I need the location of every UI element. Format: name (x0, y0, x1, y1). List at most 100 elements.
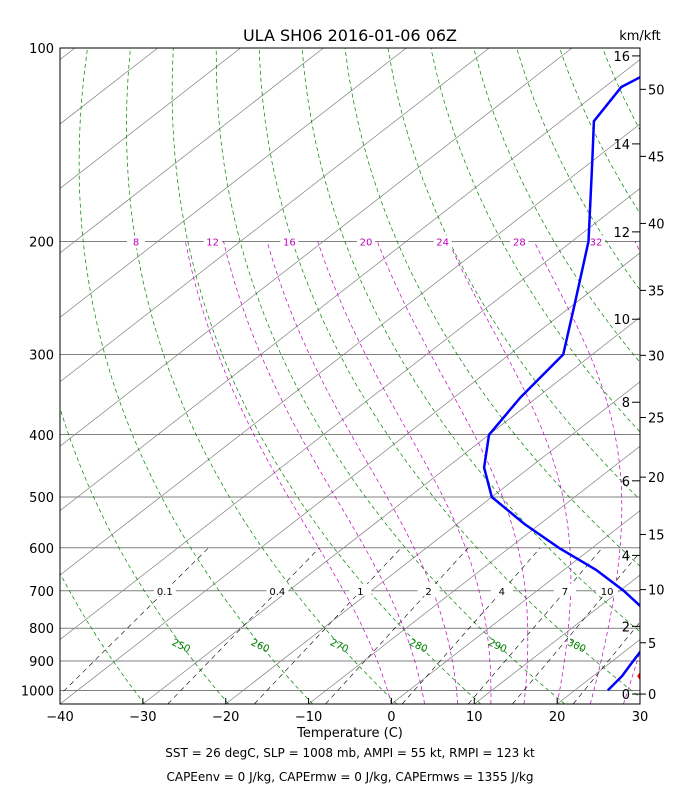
dewpoint-profile-line (482, 75, 640, 692)
mixing-ratio-label: 0.1 (157, 587, 173, 598)
moist-adiabat-label-bg (433, 235, 452, 249)
isotherm-line (474, 574, 640, 704)
isotherm-line (639, 703, 640, 704)
dry-adiabat-line (688, 48, 700, 704)
moist-adiabat-label-bg (203, 235, 222, 249)
km-tick-label: 12 (613, 226, 630, 241)
km-tick-label: 2 (622, 620, 630, 635)
moist-adiabat-line (533, 241, 623, 704)
mixing-ratio-line (401, 547, 541, 704)
dry-adiabat-label: 250 (170, 637, 192, 655)
isotherm-line (60, 188, 640, 640)
pressure-tick-label: 100 (29, 42, 54, 57)
dry-adiabat-line (301, 48, 640, 633)
dry-adiabat-line (78, 48, 313, 704)
x-tick-label: 10 (466, 710, 483, 725)
isotherm-line (60, 123, 640, 576)
moist-adiabat-label: 32 (590, 237, 603, 248)
moist-adiabat-label-bg (587, 235, 605, 249)
moist-adiabat-line (185, 241, 392, 704)
x-tick-label: −30 (129, 710, 156, 725)
moist-adiabat-line (448, 241, 572, 704)
pressure-tick-label: 700 (29, 585, 54, 600)
mixing-ratio-label: 7 (562, 587, 568, 598)
isotherm-line (60, 48, 407, 318)
kft-tick-label: 50 (648, 83, 665, 98)
dry-adiabat-line (473, 48, 640, 363)
mixing-ratio-line (60, 547, 209, 696)
mixing-ratio-label: 0.4 (269, 587, 285, 598)
moist-adiabat-label: 28 (513, 237, 526, 248)
mixing-ratio-line (167, 547, 320, 704)
mixing-ratio-label-bg (153, 583, 176, 596)
km-tick-label: 8 (622, 396, 630, 411)
mixing-ratio-label: 10 (601, 587, 614, 598)
pressure-tick-label: 400 (29, 429, 54, 444)
isotherm-line (60, 252, 640, 704)
km-tick-label: 16 (613, 50, 630, 65)
mixing-ratio-line (468, 547, 603, 704)
kft-tick-label: 35 (648, 284, 665, 299)
km-tick-label: 14 (613, 138, 630, 153)
plot-frame (59, 47, 641, 705)
x-axis-label: Temperature (C) (296, 726, 403, 741)
km-tick-label: 0 (622, 688, 630, 703)
isotherm-line (60, 48, 324, 254)
dry-adiabat-line (60, 702, 61, 704)
x-tick-label: −40 (46, 710, 73, 725)
moist-adiabat-label-bg (280, 235, 299, 249)
dry-adiabat-line (344, 48, 640, 567)
moist-adiabat-line (266, 241, 459, 704)
dry-adiabat-label: 260 (249, 637, 271, 655)
sounding-series (482, 75, 640, 692)
kft-tick-label: 25 (648, 411, 665, 426)
dry-adiabat-line (60, 406, 229, 704)
kft-tick-label: 40 (648, 217, 665, 232)
pressure-tick-label: 200 (29, 235, 54, 250)
mixing-ratio-label-bg (490, 583, 513, 596)
moist-adiabat-label: 16 (283, 237, 296, 248)
x-tick-label: 20 (549, 710, 566, 725)
pressure-tick-label: 600 (29, 542, 54, 557)
dry-adiabat-line (516, 48, 640, 291)
dry-adiabat-line (60, 572, 145, 704)
moist-adiabat-line (690, 241, 700, 704)
x-tick-label: 30 (632, 710, 649, 725)
isotherm-line (60, 48, 241, 189)
dry-adiabat-label: 280 (407, 637, 429, 655)
dry-adiabat-line (215, 48, 566, 704)
kft-tick-label: 5 (648, 637, 656, 652)
isotherm-line (60, 48, 76, 60)
moist-adiabat-label-bg (357, 235, 375, 249)
dry-adiabat-line (171, 48, 482, 704)
mixing-ratio-line (512, 551, 640, 704)
altitude-units-label: km/kft (619, 29, 661, 44)
pressure-tick-label: 900 (29, 655, 54, 670)
pressure-tick-label: 1000 (21, 684, 54, 699)
mixing-ratio-label-bg (349, 583, 372, 596)
mixing-ratio-label: 4 (499, 587, 505, 598)
pressure-tick-label: 500 (29, 491, 54, 506)
kft-tick-label: 45 (648, 150, 665, 165)
moist-adiabat-line (623, 241, 640, 704)
mixing-ratio-line (254, 547, 402, 704)
x-tick-label: 0 (387, 710, 395, 725)
pressure-tick-label: 800 (29, 622, 54, 637)
moist-adiabat-label: 8 (133, 237, 139, 248)
moist-adiabat-line (317, 241, 492, 704)
moist-adiabat-label: 20 (360, 237, 373, 248)
isotherm-line (391, 510, 640, 704)
footer-line-1: SST = 26 degC, SLP = 1008 mb, AMPI = 55 … (165, 746, 535, 760)
moist-adiabat-label-bg (510, 235, 529, 249)
mixing-ratio-label-bg (596, 583, 619, 596)
x-tick-label: −20 (212, 710, 239, 725)
kft-tick-label: 10 (648, 584, 665, 599)
chart-title: ULA SH06 2016-01-06 06Z (243, 26, 457, 45)
kft-tick-label: 0 (648, 688, 656, 703)
kft-tick-label: 20 (648, 471, 665, 486)
mixing-ratio-label-bg (266, 583, 289, 596)
moist-adiabat-label-bg (127, 235, 145, 249)
mixing-ratio-label: 1 (357, 587, 363, 598)
